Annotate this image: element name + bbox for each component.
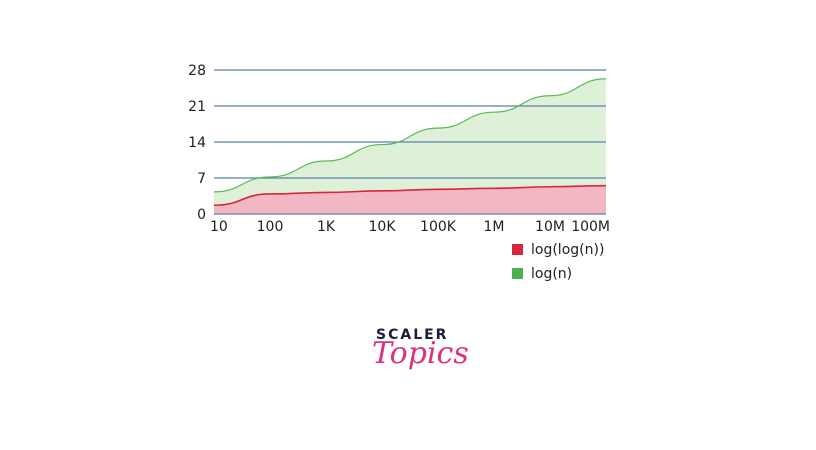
logo-scaler-text: SCALER [376,327,449,343]
x-tick-label: 100 [257,219,284,235]
logo-topics-text: Topics [372,336,469,371]
x-tick-label: 10 [210,219,228,235]
legend-label: log(n) [531,266,572,282]
x-tick-label: 1K [317,219,336,235]
y-tick-label: 28 [188,63,206,79]
y-tick-label: 21 [188,99,206,115]
series-line-log-n [213,78,607,193]
series-area-log-n [214,78,606,214]
x-tick-label: 100K [420,219,457,235]
series-line-log-log-n [213,184,607,207]
x-tick-label: 10K [369,219,397,235]
x-tick-label: 1M [484,219,505,235]
y-tick-label: 0 [197,207,206,223]
legend-swatch [512,244,523,255]
x-tick-label: 100M [571,219,610,235]
legend-swatch [512,268,523,279]
x-tick-label: 10M [535,219,565,235]
legend-label: log(log(n)) [531,242,604,258]
y-tick-label: 14 [188,135,206,151]
y-tick-label: 7 [197,171,206,187]
